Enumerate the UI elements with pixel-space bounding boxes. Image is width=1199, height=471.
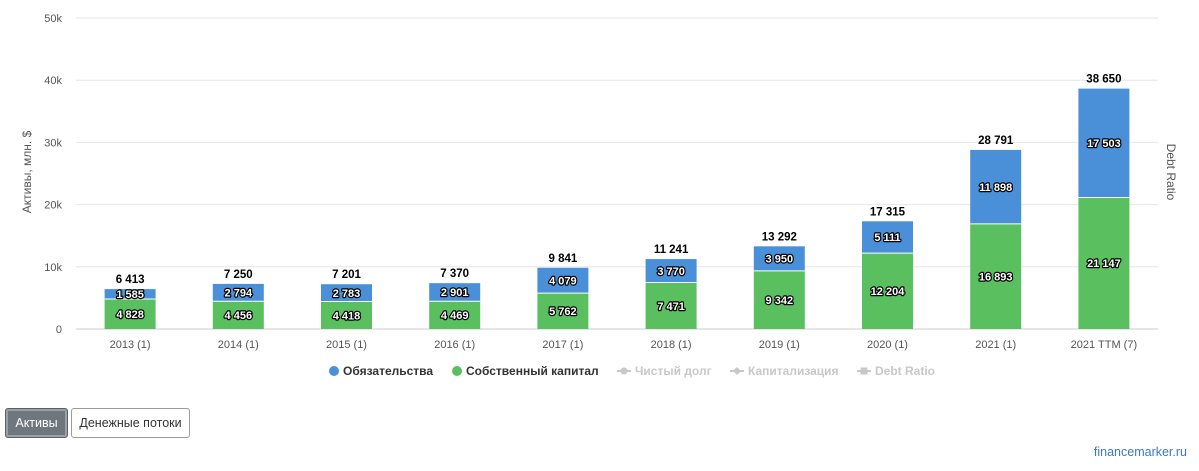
equity-value-label: 16 893 [979, 271, 1013, 283]
cashflow-tab-button[interactable]: Денежные потоки [71, 408, 190, 438]
total-value-label: 17 315 [870, 206, 906, 218]
total-value-label: 11 241 [654, 244, 689, 256]
x-tick-label: 2019 (1) [759, 339, 800, 351]
bar-equity[interactable] [212, 301, 264, 329]
legend-marker-icon [733, 367, 741, 375]
legend-label: Чистый долг [635, 364, 712, 378]
bar-liabilities[interactable] [429, 283, 481, 302]
y-tick-label: 30k [44, 137, 62, 149]
y-tick-label: 20k [44, 200, 62, 212]
legend-circle-icon [329, 366, 339, 376]
equity-value-label: 4 828 [116, 309, 144, 321]
liabilities-value-label: 2 783 [333, 288, 361, 300]
liabilities-value-label: 17 503 [1087, 138, 1121, 150]
total-value-label: 7 201 [332, 269, 361, 281]
stacked-bar-chart: 0 10k 20k 30k 40k 50k 4 828 1 585 6 413 4 456 2 7… [20, 13, 1178, 378]
x-tick-label: 2020 (1) [867, 339, 908, 351]
bar-liabilities[interactable] [537, 267, 589, 294]
assets-tab-button[interactable]: Активы [5, 408, 68, 438]
x-tick-label: 2018 (1) [651, 339, 692, 351]
equity-value-label: 21 147 [1087, 258, 1121, 270]
liabilities-value-label: 1 585 [116, 289, 144, 301]
x-tick-label: 2013 (1) [110, 339, 151, 351]
total-value-label: 9 841 [549, 253, 578, 265]
legend-item[interactable]: Обязательства [329, 364, 433, 378]
bar-liabilities[interactable] [104, 289, 156, 299]
y-tick-label: 0 [56, 324, 62, 336]
legend-label: Обязательства [343, 364, 433, 378]
bar-liabilities[interactable] [212, 283, 264, 302]
y-tick-label: 10k [44, 262, 62, 274]
bar-equity[interactable] [970, 223, 1022, 329]
bar-liabilities[interactable] [1078, 88, 1130, 198]
bars [104, 88, 1130, 329]
legend-label: Debt Ratio [875, 364, 935, 378]
total-value-label: 7 370 [440, 268, 469, 280]
bar-liabilities[interactable] [753, 246, 805, 271]
bar-liabilities[interactable] [970, 149, 1022, 224]
liabilities-value-label: 2 794 [225, 288, 253, 300]
legend: Обязательства Собственный капитал Чистый д… [329, 364, 935, 378]
equity-value-label: 4 418 [333, 310, 361, 322]
bar-equity[interactable] [321, 301, 372, 329]
total-value-label: 38 650 [1086, 74, 1121, 86]
bar-liabilities[interactable] [645, 259, 697, 283]
legend-marker-icon [620, 367, 628, 375]
bar-equity[interactable] [1078, 197, 1130, 329]
x-tick-label: 2016 (1) [434, 339, 475, 351]
legend-label: Капитализация [748, 364, 839, 378]
x-axis-ticks: 2013 (1) 2014 (1) 2015 (1) 2016 (1) 2017 (1)… [110, 339, 1138, 351]
equity-value-label: 9 342 [766, 295, 794, 307]
bar-liabilities[interactable] [321, 284, 372, 302]
liabilities-value-label: 3 770 [657, 266, 685, 278]
bar-equity[interactable] [753, 270, 805, 329]
liabilities-value-label: 5 111 [874, 232, 900, 244]
liabilities-value-label: 2 901 [441, 287, 469, 299]
bar-equity[interactable] [537, 293, 589, 329]
bar-equity[interactable] [429, 301, 481, 329]
total-value-label: 7 250 [224, 269, 253, 281]
legend-item[interactable]: Чистый долг [617, 364, 712, 378]
data-labels: 4 828 1 585 6 413 4 456 2 794 7 250 4 418 2 783… [115, 74, 1122, 324]
legend-marker-icon [860, 367, 868, 375]
legend-item[interactable]: Капитализация [730, 364, 839, 378]
x-tick-label: 2017 (1) [542, 339, 583, 351]
liabilities-value-label: 11 898 [979, 182, 1012, 194]
bar-equity[interactable] [645, 282, 697, 329]
equity-value-label: 4 469 [441, 310, 469, 322]
y-tick-label: 50k [44, 13, 62, 25]
bar-liabilities[interactable] [862, 221, 913, 254]
legend-item[interactable]: Собственный капитал [452, 364, 599, 378]
x-tick-label: 2021 TTM (7) [1071, 339, 1137, 351]
legend-item[interactable]: Debt Ratio [857, 364, 935, 378]
y-axis-ticks: 0 10k 20k 30k 40k 50k [44, 13, 62, 336]
y2-axis-title: Debt Ratio [1164, 144, 1178, 201]
equity-value-label: 7 471 [657, 301, 685, 313]
liabilities-value-label: 3 950 [766, 254, 794, 266]
credit-link[interactable]: financemarker.ru [1093, 445, 1187, 459]
total-value-label: 6 413 [116, 274, 145, 286]
x-tick-label: 2021 (1) [975, 339, 1016, 351]
total-value-label: 28 791 [978, 135, 1014, 147]
equity-value-label: 4 456 [225, 310, 253, 322]
x-tick-label: 2014 (1) [218, 339, 259, 351]
y-axis-title: Активы, млн. $ [20, 130, 34, 213]
bar-equity[interactable] [104, 298, 156, 329]
legend-label: Собственный капитал [466, 364, 599, 378]
equity-value-label: 12 204 [871, 286, 906, 298]
legend-circle-icon [452, 366, 462, 376]
y-tick-label: 40k [44, 75, 62, 87]
liabilities-value-label: 4 079 [549, 275, 577, 287]
bar-equity[interactable] [862, 253, 913, 329]
total-value-label: 13 292 [762, 231, 797, 243]
equity-value-label: 5 762 [549, 306, 577, 318]
x-tick-label: 2015 (1) [326, 339, 367, 351]
